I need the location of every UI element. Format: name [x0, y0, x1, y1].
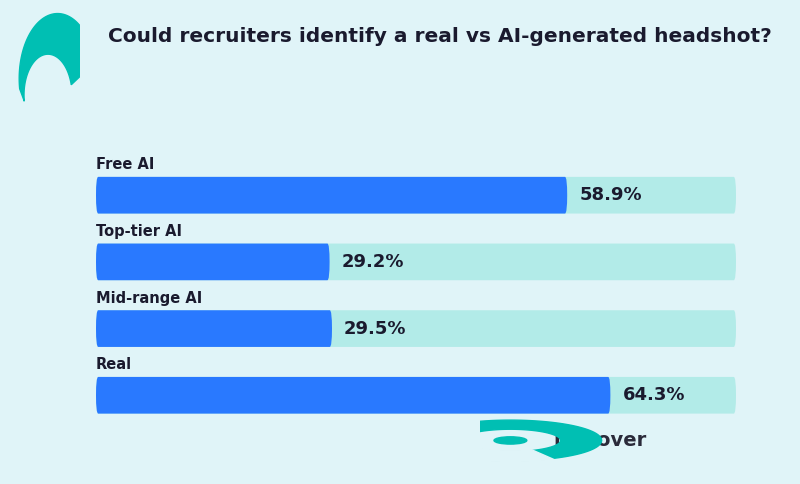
FancyBboxPatch shape [96, 310, 736, 347]
FancyBboxPatch shape [96, 310, 332, 347]
Polygon shape [418, 443, 554, 462]
FancyBboxPatch shape [96, 377, 736, 414]
Text: Real: Real [96, 357, 132, 372]
FancyBboxPatch shape [96, 177, 736, 213]
Circle shape [494, 437, 527, 444]
Text: Top-tier AI: Top-tier AI [96, 224, 182, 239]
Text: 29.2%: 29.2% [342, 253, 404, 271]
FancyBboxPatch shape [96, 177, 567, 213]
Text: Could recruiters identify a real vs AI-generated headshot?: Could recruiters identify a real vs AI-g… [108, 27, 772, 45]
FancyBboxPatch shape [96, 243, 330, 280]
Text: Mid-range AI: Mid-range AI [96, 290, 202, 305]
Text: Free AI: Free AI [96, 157, 154, 172]
Polygon shape [19, 14, 94, 101]
FancyBboxPatch shape [96, 377, 610, 414]
Polygon shape [419, 420, 602, 461]
Text: 64.3%: 64.3% [622, 386, 685, 404]
Text: 58.9%: 58.9% [579, 186, 642, 204]
FancyBboxPatch shape [96, 243, 736, 280]
Text: 29.5%: 29.5% [344, 319, 406, 337]
Text: ringover: ringover [553, 431, 646, 450]
